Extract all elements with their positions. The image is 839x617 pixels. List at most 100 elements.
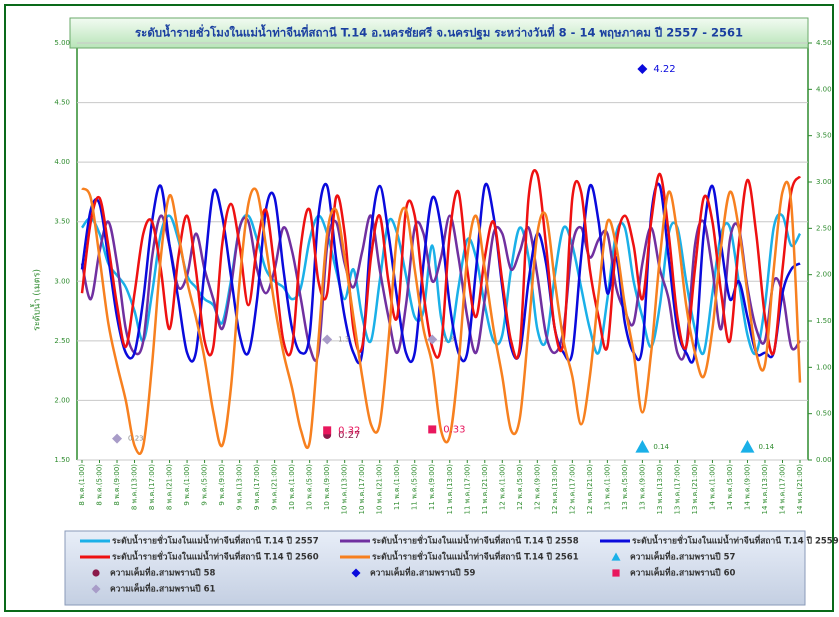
y-tick-label: 4.00	[54, 158, 70, 166]
marker-square	[323, 426, 332, 435]
legend-label: ระดับน้ำรายชั่วโมงในแม่น้ำท่าจีนที่สถานี…	[112, 550, 319, 563]
x-tick-label: 8 พ.ค.(21:00)	[166, 464, 174, 510]
data-label: 4.22	[653, 64, 675, 75]
legend-box	[64, 530, 806, 606]
x-tick-label: 12 พ.ค.(13:00)	[551, 464, 559, 515]
legend-label: ความเค็มที่อ.สามพรานปี 61	[110, 582, 216, 595]
marker-diamond	[427, 334, 438, 345]
x-tick-label: 9 พ.ค.(13:00)	[236, 464, 244, 510]
marker-square	[612, 569, 620, 577]
y2-tick-label: 0.00	[816, 456, 832, 464]
series-line	[80, 182, 801, 365]
x-tick-label: 14 พ.ค.(5:00)	[726, 464, 734, 510]
x-tick-label: 11 พ.ค.(9:00)	[428, 464, 436, 510]
x-tick-label: 14 พ.ค.(17:00)	[778, 464, 786, 515]
y2-tick-label: 1.00	[816, 363, 832, 371]
data-label: 0.23	[128, 435, 144, 443]
chart-title: ระดับน้ำรายชั่วโมงในแม่น้ำท่าจีนที่สถานี…	[135, 24, 743, 41]
marker-diamond	[351, 568, 361, 578]
y-tick-label: 3.00	[54, 277, 70, 285]
data-label: 0.27	[338, 430, 360, 441]
legend-label: ความเค็มที่อ.สามพรานปี 58	[110, 566, 216, 579]
data-label: 0.14	[653, 443, 669, 451]
x-tick-label: 9 พ.ค.(9:00)	[218, 464, 226, 506]
x-tick-label: 14 พ.ค.(21:00)	[796, 464, 804, 515]
y-tick-label: 3.50	[54, 218, 70, 226]
legend-label: ความเค็มที่อ.สามพรานปี 57	[630, 550, 736, 563]
data-label: 0.33	[443, 424, 465, 435]
x-tick-label: 9 พ.ค.(1:00)	[183, 464, 191, 506]
legend-label: ระดับน้ำรายชั่วโมงในแม่น้ำท่าจีนที่สถานี…	[372, 550, 579, 563]
x-tick-label: 11 พ.ค.(17:00)	[463, 464, 471, 515]
x-tick-label: 11 พ.ค.(21:00)	[481, 464, 489, 515]
legend-label: ระดับน้ำรายชั่วโมงในแม่น้ำท่าจีนที่สถานี…	[372, 534, 579, 547]
x-tick-label: 13 พ.ค.(1:00)	[603, 464, 611, 510]
x-tick-label: 9 พ.ค.(21:00)	[271, 464, 279, 510]
data-label: 0.32	[338, 425, 360, 436]
series-line	[80, 169, 802, 360]
y-tick-label: 2.00	[54, 396, 70, 404]
x-tick-label: 13 พ.ค.(13:00)	[656, 464, 664, 515]
data-label: 0.14	[758, 443, 774, 451]
y-tick-label: 5.00	[54, 39, 70, 47]
x-tick-label: 14 พ.ค.(9:00)	[743, 464, 751, 510]
x-tick-label: 13 พ.ค.(9:00)	[638, 464, 646, 510]
x-tick-label: 10 พ.ค.(1:00)	[288, 464, 296, 510]
x-tick-label: 14 พ.ค.(1:00)	[708, 464, 716, 510]
y2-tick-label: 2.50	[816, 224, 832, 232]
data-label: 1.3	[443, 336, 454, 344]
y2-tick-label: 1.50	[816, 317, 832, 325]
x-tick-label: 11 พ.ค.(13:00)	[446, 464, 454, 515]
y2-tick-label: 2.00	[816, 271, 832, 279]
x-tick-label: 12 พ.ค.(5:00)	[516, 464, 524, 510]
y-tick-label: 2.50	[54, 337, 70, 345]
marker-diamond	[637, 63, 648, 74]
y2-tick-label: 4.00	[816, 85, 832, 93]
data-label: 1.3	[338, 336, 349, 344]
x-tick-label: 10 พ.ค.(13:00)	[341, 464, 349, 515]
x-tick-label: 11 พ.ค.(5:00)	[411, 464, 419, 510]
x-tick-label: 12 พ.ค.(9:00)	[533, 464, 541, 510]
x-tick-label: 8 พ.ค.(9:00)	[113, 464, 121, 506]
marker-diamond	[112, 433, 123, 444]
x-tick-label: 10 พ.ค.(9:00)	[323, 464, 331, 510]
marker-triangle	[611, 552, 621, 561]
x-tick-label: 12 พ.ค.(17:00)	[568, 464, 576, 515]
x-tick-label: 13 พ.ค.(5:00)	[621, 464, 629, 510]
marker-triangle	[740, 440, 755, 453]
legend-label: ระดับน้ำรายชั่วโมงในแม่น้ำท่าจีนที่สถานี…	[112, 534, 319, 547]
x-tick-label: 10 พ.ค.(21:00)	[376, 464, 384, 515]
x-tick-label: 9 พ.ค.(5:00)	[201, 464, 209, 506]
x-tick-label: 9 พ.ค.(17:00)	[253, 464, 261, 510]
x-tick-label: 12 พ.ค.(21:00)	[586, 464, 594, 515]
legend-label: ความเค็มที่อ.สามพรานปี 59	[370, 566, 476, 579]
legend-label: ระดับน้ำรายชั่วโมงในแม่น้ำท่าจีนที่สถานี…	[632, 534, 839, 547]
x-tick-label: 14 พ.ค.(13:00)	[761, 464, 769, 515]
x-tick-label: 12 พ.ค.(1:00)	[498, 464, 506, 510]
x-tick-label: 10 พ.ค.(5:00)	[306, 464, 314, 510]
x-tick-label: 13 พ.ค.(21:00)	[691, 464, 699, 515]
y2-tick-label: 3.00	[816, 178, 832, 186]
x-tick-label: 8 พ.ค.(1:00)	[78, 464, 86, 506]
y-tick-label: 1.50	[54, 456, 70, 464]
marker-square	[428, 425, 437, 434]
x-tick-label: 8 พ.ค.(5:00)	[96, 464, 104, 506]
y2-tick-label: 3.50	[816, 132, 832, 140]
x-tick-label: 8 พ.ค.(13:00)	[131, 464, 139, 510]
x-tick-label: 10 พ.ค.(17:00)	[358, 464, 366, 515]
x-tick-label: 13 พ.ค.(17:00)	[673, 464, 681, 515]
marker-triangle	[635, 440, 650, 453]
y-axis-title: ระดับน้ำ (เมตร)	[30, 269, 43, 331]
marker-diamond	[322, 334, 333, 345]
y-tick-label: 4.50	[54, 99, 70, 107]
series-line	[80, 214, 801, 362]
marker-diamond	[91, 584, 101, 594]
series-line	[81, 180, 802, 455]
x-tick-label: 8 พ.ค.(17:00)	[148, 464, 156, 510]
x-tick-label: 11 พ.ค.(1:00)	[393, 464, 401, 510]
legend-label: ความเค็มที่อ.สามพรานปี 60	[630, 566, 736, 579]
y2-tick-label: 0.50	[816, 410, 832, 418]
